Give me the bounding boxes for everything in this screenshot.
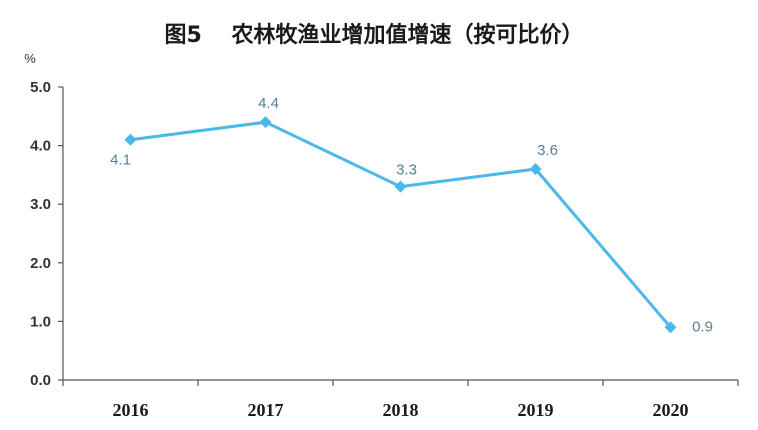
y-tick-label: 0.0 xyxy=(30,372,51,389)
y-tick-label: 1.0 xyxy=(30,313,51,330)
y-tick-label: 2.0 xyxy=(30,255,51,272)
y-axis-unit: % xyxy=(24,51,36,66)
data-point xyxy=(394,180,407,193)
series-line xyxy=(130,120,672,329)
data-label: 3.6 xyxy=(537,142,558,159)
y-tick-label: 3.0 xyxy=(30,196,51,213)
y-tick-label: 4.0 xyxy=(30,138,51,155)
data-label: 3.3 xyxy=(396,162,417,179)
x-tick-label: 2016 xyxy=(113,400,149,420)
x-tick-label: 2020 xyxy=(653,400,689,420)
x-tick-label: 2018 xyxy=(383,400,419,420)
y-axis-ticks: 0.0 1.0 2.0 3.0 4.0 5.0 xyxy=(30,79,63,389)
x-tick-label: 2019 xyxy=(518,400,554,420)
data-point xyxy=(529,163,542,176)
data-point xyxy=(124,133,137,146)
x-tick-label: 2017 xyxy=(248,400,284,420)
data-label: 4.1 xyxy=(110,152,131,169)
y-tick-label: 5.0 xyxy=(30,79,51,96)
chart-title: 图5 农林牧渔业增加值增速（按可比价） xyxy=(165,22,584,48)
data-points xyxy=(124,116,677,334)
data-label: 0.9 xyxy=(692,318,713,335)
data-labels: 4.1 4.4 3.3 3.6 0.9 xyxy=(110,95,713,335)
x-axis-ticks: 2016 2017 2018 2019 2020 xyxy=(62,380,739,420)
data-point xyxy=(664,321,677,334)
data-point xyxy=(259,116,272,129)
data-label: 4.4 xyxy=(258,95,279,112)
